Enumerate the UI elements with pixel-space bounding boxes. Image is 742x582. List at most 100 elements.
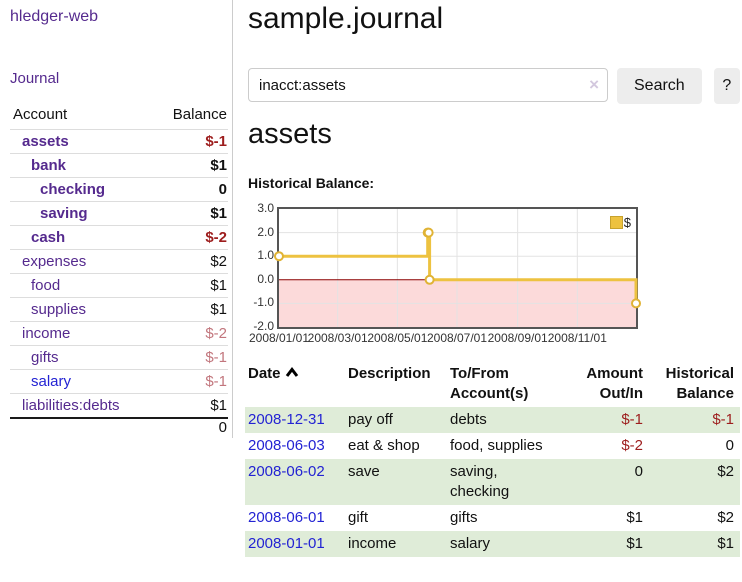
account-row: liabilities:debts $1: [10, 393, 228, 418]
sidebar-account-link-salary[interactable]: salary: [31, 373, 72, 390]
account-row: assets $-1: [10, 129, 228, 154]
x-axis-tick-label: 2008/05/01: [367, 331, 428, 345]
register-cell-description: income: [348, 535, 397, 552]
account-balance: $1: [152, 297, 228, 322]
y-axis-tick-label: 0.0: [257, 271, 274, 286]
search-button[interactable]: Search: [617, 68, 702, 104]
sidebar-item-journal[interactable]: Journal: [10, 70, 60, 87]
chart-canvas: [274, 209, 641, 327]
account-balance: 0: [152, 177, 228, 202]
x-axis-tick-label: 2008/11/01: [547, 331, 607, 345]
sort-ascending-icon: [285, 367, 298, 377]
sidebar-account-link-food[interactable]: food: [31, 277, 61, 294]
legend-swatch-icon: [609, 216, 623, 229]
x-axis-tick-label: 2008/07/01: [426, 331, 488, 345]
register-cell-balance: $-1: [712, 411, 734, 428]
register-cell-date: 2008-01-01: [245, 531, 345, 557]
account-row: supplies $1: [10, 297, 228, 322]
accounts-table-body: assets $-1 bank $1 checking 0 saving $1 cash $-2 e…: [10, 129, 228, 418]
clear-search-icon[interactable]: ×: [589, 75, 599, 94]
search-input[interactable]: [248, 68, 608, 102]
transaction-date-link[interactable]: 2008-06-02: [248, 463, 325, 480]
sidebar-account-link-assets[interactable]: assets: [22, 133, 69, 150]
register-cell-balance: $2: [717, 463, 734, 480]
account-balance: $-1: [152, 129, 228, 154]
sidebar-account-link-saving[interactable]: saving: [40, 205, 88, 222]
register-cell-date: 2008-06-02: [245, 459, 345, 505]
account-balance: $-2: [152, 225, 228, 250]
transaction-date-link[interactable]: 2008-06-03: [248, 437, 325, 454]
account-balance: $1: [152, 201, 228, 226]
sidebar-account-link-bank[interactable]: bank: [31, 157, 67, 174]
y-axis-tick-label: 1.0: [257, 248, 274, 263]
register-cell-date: 2008-12-31: [245, 407, 345, 433]
sidebar-account-link-supplies[interactable]: supplies: [31, 301, 87, 318]
register-table-body: 2008-12-31 pay off debts $-1 $-1 2008-06-03 ea…: [245, 407, 740, 557]
register-cell-tofrom: food, supplies: [450, 437, 543, 454]
historical-balance-chart: $ 3.0 2.0 1.0 0.0 -1.0 -2.0 2008/01/01 2008/03/…: [248, 200, 740, 352]
account-balance: $-1: [152, 345, 228, 370]
register-cell-date: 2008-06-01: [245, 505, 345, 531]
help-button[interactable]: ?: [713, 68, 740, 104]
register-cell-description: save: [348, 463, 380, 480]
x-axis-tick-label: 2008/01/01: [248, 331, 310, 345]
accounts-total-row: 0: [10, 417, 228, 436]
account-balance: $1: [152, 153, 228, 178]
register-row[interactable]: 2008-06-02 save saving, checking 0 $2: [245, 459, 740, 505]
register-header-tofrom: To/From Account(s): [450, 365, 529, 402]
sidebar-account-link-cash[interactable]: cash: [31, 229, 66, 246]
search-bar: × Search ?: [248, 68, 740, 104]
transaction-date-link[interactable]: 2008-12-31: [248, 411, 325, 428]
register-cell-tofrom: salary: [450, 535, 491, 552]
register-header-amount: Amount Out/In: [586, 365, 643, 402]
account-balance: $-2: [152, 321, 228, 346]
account-row: salary $-1: [10, 369, 228, 394]
register-row[interactable]: 2008-06-01 gift gifts $1 $2: [245, 505, 740, 531]
app-title-link[interactable]: hledger-web: [10, 8, 99, 25]
chart-plot-area: $: [274, 207, 641, 329]
account-row: gifts $-1: [10, 345, 228, 370]
y-axis-tick-label: -2.0: [253, 319, 274, 333]
register-row[interactable]: 2008-01-01 income salary $1 $1: [245, 531, 740, 557]
transaction-date-link[interactable]: 2008-06-01: [248, 509, 325, 526]
chart-legend: $: [609, 215, 631, 230]
account-balance: $1: [152, 393, 228, 418]
register-cell-description: gift: [348, 509, 369, 526]
account-balance: $1: [152, 273, 228, 298]
register-header-description: Description: [348, 365, 431, 382]
register-cell-tofrom: debts: [450, 411, 487, 428]
account-row: saving $1: [10, 201, 228, 226]
register-cell-balance: $2: [717, 509, 734, 526]
register-cell-balance: $1: [717, 535, 734, 552]
main-content: sample.journal × Search ? assets Histori…: [245, 0, 740, 582]
register-cell-amount: $-1: [621, 411, 643, 428]
y-axis-tick-label: -1.0: [253, 295, 274, 310]
register-cell-description: pay off: [348, 411, 393, 428]
register-cell-description: eat & shop: [348, 437, 420, 454]
sidebar-account-link-expenses[interactable]: expenses: [22, 253, 87, 270]
register-cell-tofrom: gifts: [450, 509, 478, 526]
accounts-header-account: Account: [13, 106, 68, 123]
sidebar-account-link-income[interactable]: income: [22, 325, 71, 342]
register-cell-tofrom: saving, checking: [450, 463, 510, 500]
account-row: cash $-2: [10, 225, 228, 250]
account-row: income $-2: [10, 321, 228, 346]
register-row[interactable]: 2008-06-03 eat & shop food, supplies $-2 0: [245, 433, 740, 459]
accounts-header-balance: Balance: [172, 106, 227, 123]
register-cell-amount: $1: [626, 535, 643, 552]
register-cell-balance: 0: [725, 437, 734, 454]
y-axis-tick-label: 2.0: [257, 224, 274, 239]
transaction-date-link[interactable]: 2008-01-01: [248, 535, 325, 552]
account-row: food $1: [10, 273, 228, 298]
account-row: bank $1: [10, 153, 228, 178]
sidebar-account-link-gifts[interactable]: gifts: [31, 349, 59, 366]
account-balance: $2: [152, 249, 228, 274]
register-row[interactable]: 2008-12-31 pay off debts $-1 $-1: [245, 407, 740, 433]
y-axis-tick-label: 3.0: [257, 201, 274, 215]
register-header-date[interactable]: Date: [245, 361, 345, 407]
account-row: expenses $2: [10, 249, 228, 274]
sidebar-account-link-liabilities-debts[interactable]: liabilities:debts: [22, 397, 120, 414]
register-cell-amount: 0: [634, 463, 643, 480]
sidebar-account-link-checking[interactable]: checking: [40, 181, 106, 198]
accounts-table: Account Balance assets $-1 bank $1 checking 0…: [10, 102, 228, 436]
